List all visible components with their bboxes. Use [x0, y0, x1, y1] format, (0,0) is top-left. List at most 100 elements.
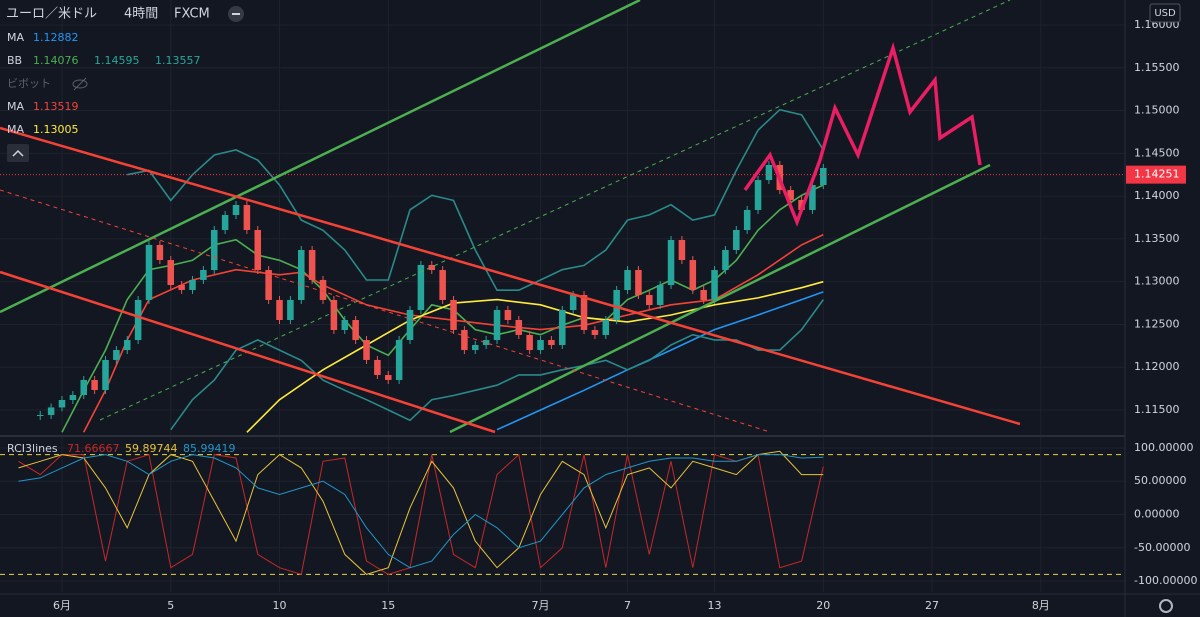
candle-body: [450, 299, 457, 331]
legend-toggle[interactable]: [7, 144, 29, 162]
y-tick-label: 50.00000: [1134, 474, 1187, 487]
candle-body: [276, 299, 283, 320]
x-tick-label: 6月: [53, 599, 71, 612]
candle-body: [374, 359, 381, 376]
candle-body: [221, 215, 229, 230]
symbol: ユーロ／米ドル: [6, 7, 97, 22]
indicator-line: [246, 280, 824, 433]
legend-value: 1.13519: [33, 100, 79, 113]
pivot-label: ビボット: [7, 77, 51, 90]
candle-body: [330, 299, 338, 331]
candle-body: [646, 295, 653, 306]
y-tick-label: 1.13000: [1134, 275, 1180, 288]
candle-body: [210, 229, 218, 271]
currency: USD: [1154, 8, 1176, 19]
candle-body: [461, 330, 468, 351]
candle-body: [559, 309, 566, 345]
candle-body: [548, 340, 555, 345]
rci-line: [18, 454, 824, 569]
candle-body: [482, 340, 490, 345]
candle-body: [287, 299, 294, 320]
candle-body: [36, 414, 44, 416]
pivot-hidden-icon: [72, 77, 88, 91]
candle-body: [417, 264, 425, 310]
candle-body: [363, 340, 370, 360]
candle-body: [504, 309, 512, 320]
candle-body: [47, 407, 55, 415]
indicator-line: [496, 291, 824, 431]
legend: MA 1.12882 BB 1.14076 1.14595 1.13557 MA 1.1351…: [7, 31, 236, 455]
legend-value: 59.89744: [125, 442, 178, 455]
y-tick-label: 1.14000: [1134, 189, 1180, 202]
legend-name: MA: [7, 31, 24, 44]
candle-body: [189, 279, 196, 290]
candle-body: [591, 330, 599, 335]
source: FXCM: [174, 7, 210, 22]
candle-body: [765, 164, 773, 181]
settings-icon[interactable]: [1159, 599, 1173, 613]
legend-value: 1.13005: [33, 123, 79, 136]
y-tick-label: 1.13500: [1134, 232, 1180, 245]
candle-body: [69, 395, 77, 400]
candle-body: [167, 260, 175, 286]
legend-value: 71.66667: [67, 442, 120, 455]
y-tick-label: -50.00000: [1134, 541, 1190, 554]
candle-body: [265, 270, 272, 300]
trend-line: [0, 189, 771, 433]
candle-body: [58, 400, 66, 408]
trend-line: [0, 270, 496, 434]
rci-line: [18, 450, 824, 575]
candle-body: [308, 250, 316, 280]
x-tick-label: 8月: [1032, 599, 1050, 612]
y-tick-label: 1.12000: [1134, 360, 1180, 373]
candle-body: [428, 264, 436, 271]
last-price-label: 1.14251: [1134, 168, 1180, 181]
candle-body: [178, 285, 185, 290]
candle-body: [537, 340, 544, 351]
trend-line: [99, 0, 1011, 421]
indicator-line: [170, 299, 824, 431]
rci-line: [18, 453, 824, 576]
candle-body: [613, 289, 620, 320]
candle-body: [134, 299, 142, 341]
candle-body: [145, 244, 153, 300]
candle-body: [820, 167, 827, 185]
y-tick-label: -100.00000: [1134, 574, 1197, 587]
candle-body: [526, 334, 533, 351]
legend-value: 1.13557: [155, 54, 201, 67]
x-tick-label: 7: [624, 599, 631, 612]
axes: 1.11500 1.12000 1.12500 1.13000 1.13500 1.140…: [53, 18, 1197, 612]
candle-body: [515, 320, 523, 335]
x-tick-label: 10: [273, 599, 287, 612]
pane-title: RCI3lines: [7, 442, 58, 455]
candle-body: [254, 229, 262, 271]
candle-body: [722, 250, 729, 271]
interval: 4時間: [124, 7, 158, 22]
candle-body: [232, 205, 240, 216]
legend-value: 1.14595: [94, 54, 140, 67]
candle-body: [200, 270, 207, 280]
x-tick-label: 13: [708, 599, 722, 612]
trend-line: [449, 163, 991, 434]
candle-body: [678, 240, 686, 261]
candle-body: [123, 340, 131, 351]
candle-body: [113, 350, 120, 360]
candle-body: [667, 240, 675, 286]
candle-body: [91, 379, 98, 390]
candle-body: [809, 184, 816, 210]
candle-body: [635, 270, 642, 296]
header: ユーロ／米ドル 4時間 FXCM: [6, 6, 244, 22]
candle-body: [156, 244, 164, 261]
trend-line: [0, 126, 1021, 426]
currency-badge[interactable]: [1149, 3, 1181, 23]
candle-body: [352, 320, 359, 341]
x-tick-label: 15: [381, 599, 395, 612]
candle-body: [733, 229, 740, 251]
x-tick-label: 5: [167, 599, 174, 612]
candle-body: [493, 309, 501, 341]
candle-body: [580, 295, 588, 331]
forecast-path: [743, 41, 982, 227]
